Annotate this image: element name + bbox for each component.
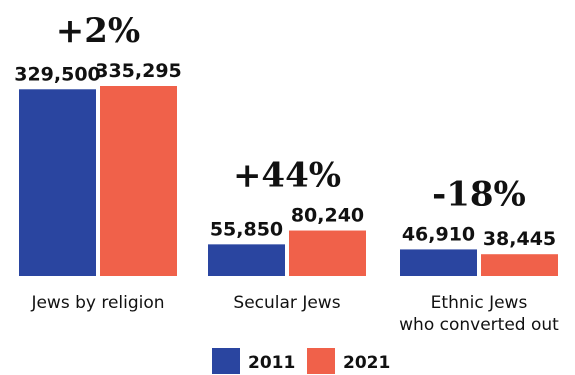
- bar-2011-0: [19, 89, 96, 277]
- category-label-2: Ethnic Jews who converted out: [399, 293, 559, 335]
- value-label-2021-1: 80,240: [291, 205, 364, 227]
- bar-2021-0: [100, 86, 177, 276]
- value-label-2021-2: 38,445: [483, 228, 556, 250]
- bar-2011-2: [400, 249, 477, 276]
- legend-label-2011: 2011: [248, 353, 295, 373]
- value-label-2021-0: 335,295: [95, 60, 182, 82]
- value-label-2011-2: 46,910: [402, 223, 475, 245]
- value-label-2011-0: 329,500: [14, 63, 101, 85]
- value-label-2011-1: 55,850: [210, 218, 283, 240]
- category-label-1: Secular Jews: [233, 293, 340, 313]
- bar-2011-1: [208, 244, 285, 276]
- category-label-0: Jews by religion: [30, 293, 164, 313]
- legend-swatch-2011: [212, 348, 240, 374]
- bar-2021-2: [481, 254, 558, 276]
- change-label-1: +44%: [233, 156, 341, 196]
- bar-2021-1: [289, 230, 366, 276]
- legend-label-2021: 2021: [343, 353, 390, 373]
- change-label-2: -18%: [432, 174, 526, 214]
- legend-swatch-2021: [307, 348, 335, 374]
- change-label-0: +2%: [56, 11, 140, 51]
- legend: 2011 2021: [212, 348, 390, 374]
